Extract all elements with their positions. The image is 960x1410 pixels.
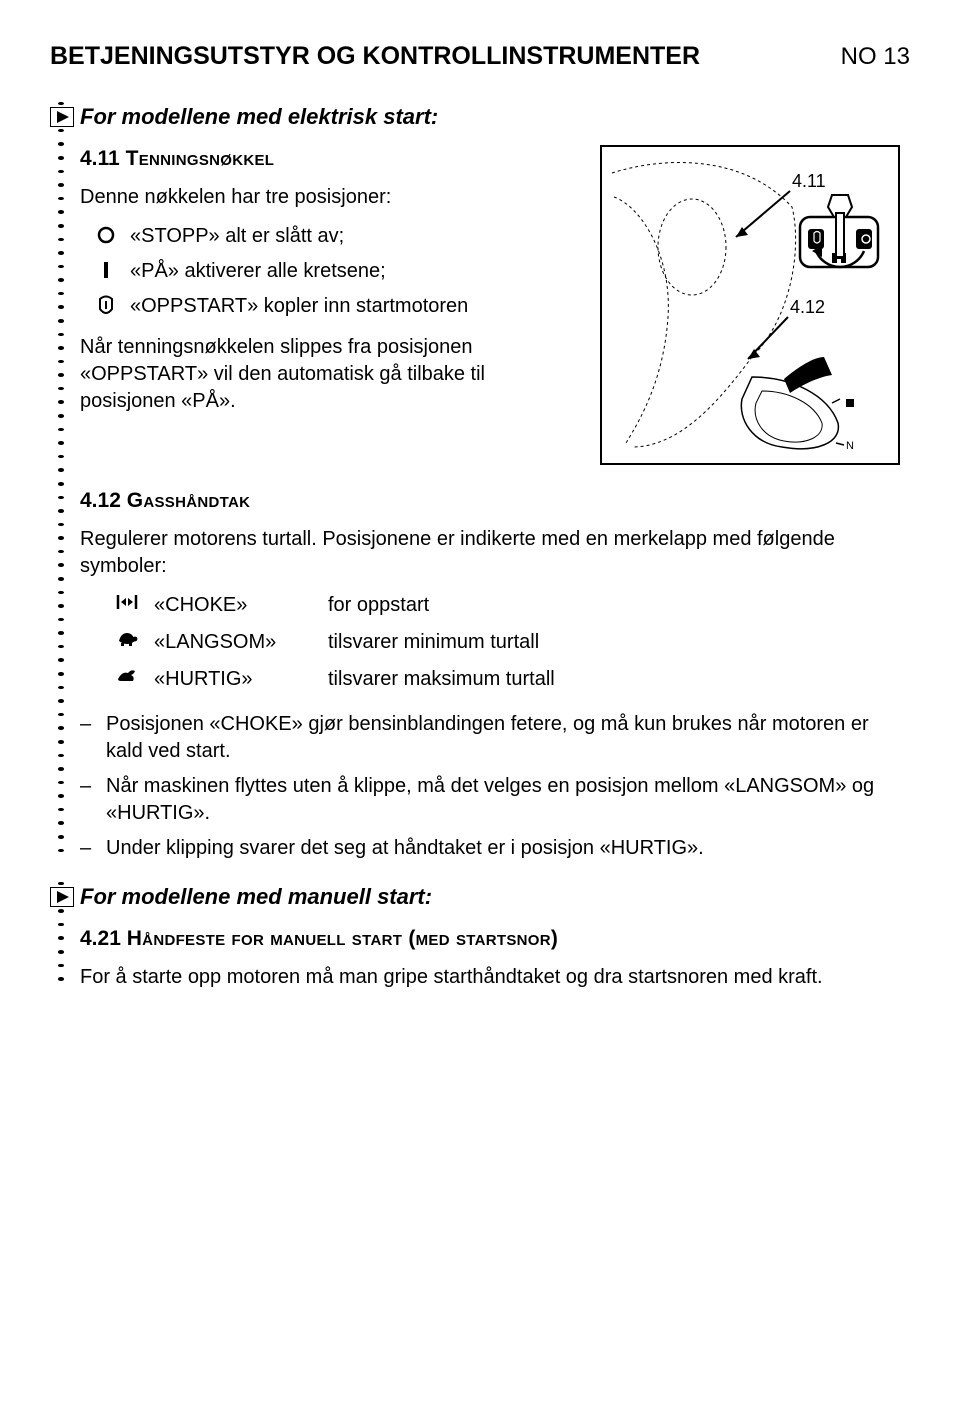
page-header: BETJENINGSUTSTYR OG KONTROLLINSTRUMENTER… bbox=[50, 40, 910, 74]
svg-text:N: N bbox=[846, 440, 854, 452]
turtle-icon bbox=[114, 629, 140, 656]
bullet-strip bbox=[50, 102, 72, 862]
s411-row: 4.11 Tenningsnøkkel Denne nøkkelen har t… bbox=[80, 145, 910, 465]
s421-body: For å starte opp motoren må man gripe st… bbox=[80, 964, 910, 991]
key-text: «OPPSTART» kopler inn startmotoren bbox=[130, 293, 468, 320]
note-text: Posisjonen «CHOKE» gjør bensinblandingen… bbox=[106, 711, 910, 765]
s411-intro: Denne nøkkelen har tre posisjoner: bbox=[80, 184, 582, 211]
manual-section-block: For modellene med manuell start: 4.21 Hå… bbox=[50, 882, 910, 991]
electric-section-block: For modellene med elektrisk start: 4.11 … bbox=[50, 102, 910, 862]
key-item-on: «PÅ» aktiverer alle kretsene; bbox=[92, 258, 582, 285]
ignition-diagram-icon: N 4.11 4.12 bbox=[602, 147, 898, 463]
dash-icon: – bbox=[80, 773, 96, 827]
key-text: «PÅ» aktiverer alle kretsene; bbox=[130, 258, 386, 285]
callout-412: 4.12 bbox=[790, 297, 825, 317]
note-text: Under klipping svarer det seg at håndtak… bbox=[106, 835, 704, 862]
s421-header: 4.21 Håndfeste for manuell start (med st… bbox=[80, 925, 910, 953]
symbol-label: «HURTIG» bbox=[154, 666, 314, 693]
key-item-start: «OPPSTART» kopler inn startmotoren bbox=[92, 293, 582, 320]
electric-section-head: For modellene med elektrisk start: bbox=[50, 102, 910, 132]
note-text: Når maskinen flyttes uten å klippe, må d… bbox=[106, 773, 910, 827]
dash-icon: – bbox=[80, 835, 96, 862]
circle-stop-icon bbox=[92, 223, 120, 250]
s412-caps: Gasshåndtak bbox=[127, 489, 251, 512]
rabbit-icon bbox=[114, 666, 140, 693]
electric-section-heading: For modellene med elektrisk start: bbox=[80, 102, 438, 132]
header-page: NO 13 bbox=[841, 41, 910, 73]
start-hole-icon bbox=[92, 293, 120, 320]
symbol-desc: tilsvarer maksimum turtall bbox=[328, 666, 910, 693]
symbol-item-slow: «LANGSOM» tilsvarer minimum turtall bbox=[114, 629, 910, 656]
bar-on-icon bbox=[92, 258, 120, 285]
s412-number: 4.12 bbox=[80, 489, 121, 512]
figure-frame: N 4.11 4.12 bbox=[600, 145, 900, 465]
s411-note: Når tenningsnøkkelen slippes fra posisjo… bbox=[80, 334, 582, 415]
figure-column: N 4.11 4.12 bbox=[600, 145, 910, 465]
manual-section-head: For modellene med manuell start: bbox=[50, 882, 910, 912]
header-title: BETJENINGSUTSTYR OG KONTROLLINSTRUMENTER bbox=[50, 40, 700, 74]
s411-header: 4.11 Tenningsnøkkel bbox=[80, 145, 582, 173]
symbol-label: «CHOKE» bbox=[154, 592, 314, 619]
symbol-label: «LANGSOM» bbox=[154, 629, 314, 656]
s412-notes-list: – Posisjonen «CHOKE» gjør bensinblanding… bbox=[80, 711, 910, 862]
s412-header: 4.12 Gasshåndtak bbox=[80, 487, 910, 515]
s411-key-list: «STOPP» alt er slått av; «PÅ» aktiverer … bbox=[92, 223, 582, 320]
s421-number: 4.21 bbox=[80, 927, 121, 950]
note-item: – Posisjonen «CHOKE» gjør bensinblanding… bbox=[80, 711, 910, 765]
s412-intro: Regulerer motorens turtall. Posisjonene … bbox=[80, 526, 910, 580]
key-item-stop: «STOPP» alt er slått av; bbox=[92, 223, 582, 250]
dash-icon: – bbox=[80, 711, 96, 765]
symbol-desc: tilsvarer minimum turtall bbox=[328, 629, 910, 656]
s411-number: 4.11 bbox=[80, 147, 120, 170]
s412-symbol-list: «CHOKE» for oppstart «LANGSOM» tilsvarer… bbox=[114, 592, 910, 693]
note-item: – Når maskinen flyttes uten å klippe, må… bbox=[80, 773, 910, 827]
s421-caps: Håndfeste for manuell start (med startsn… bbox=[127, 927, 558, 950]
symbol-item-choke: «CHOKE» for oppstart bbox=[114, 592, 910, 619]
s411-caps: Tenningsnøkkel bbox=[126, 147, 275, 170]
callout-411: 4.11 bbox=[792, 171, 826, 191]
symbol-item-fast: «HURTIG» tilsvarer maksimum turtall bbox=[114, 666, 910, 693]
key-text: «STOPP» alt er slått av; bbox=[130, 223, 344, 250]
bullet-strip bbox=[50, 882, 72, 991]
choke-icon bbox=[114, 592, 140, 619]
symbol-desc: for oppstart bbox=[328, 592, 910, 619]
manual-section-heading: For modellene med manuell start: bbox=[80, 882, 432, 912]
note-item: – Under klipping svarer det seg at håndt… bbox=[80, 835, 910, 862]
